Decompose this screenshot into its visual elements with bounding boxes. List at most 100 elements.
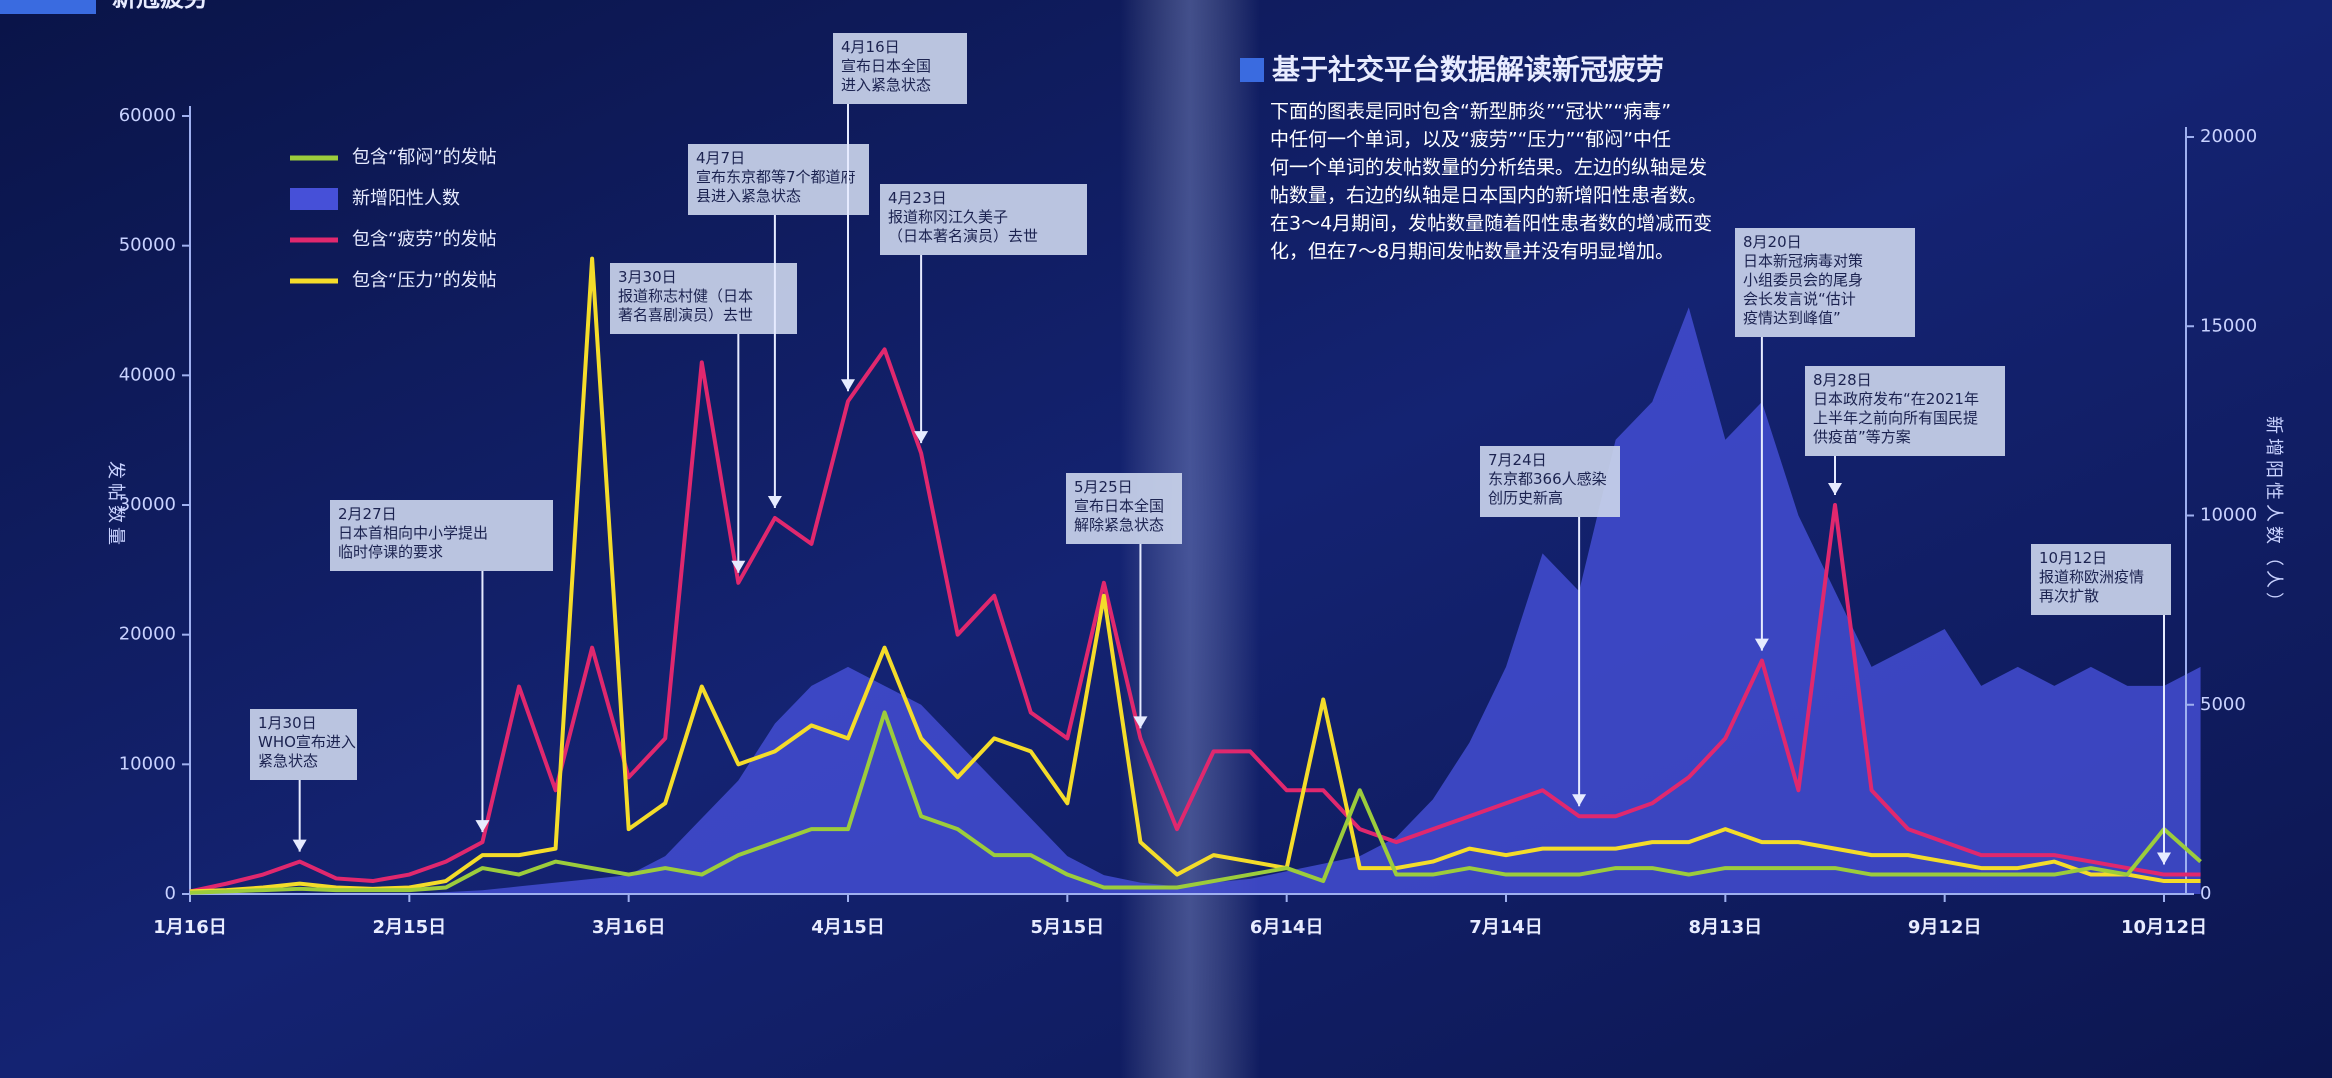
annotation-text: 东京都366人感染 [1488,470,1607,488]
annotation-box [1805,366,2005,456]
annotation-text: 解除紧急状态 [1074,516,1164,534]
x-tick-label: 9月12日 [1908,917,1982,938]
line [189,710,2202,895]
x-tick-label: 3月16日 [592,917,666,938]
area [190,307,2201,894]
x-tick-label: 6月14日 [1250,917,1324,938]
annotation-text: 5月25日 [1074,478,1133,496]
legend-label: 包含“疲劳”的发帖 [352,229,497,250]
lines-layer [189,256,2202,895]
annotation-text: 8月20日 [1743,233,1802,251]
annotation-box [833,33,967,104]
legend-swatch [290,188,338,210]
annotation-box [1066,473,1182,544]
annotation-text: 日本政府发布“在2021年 [1813,390,1979,408]
legend-label: 包含“压力”的发帖 [352,270,497,291]
annotation-box [610,263,797,334]
annotation-text: 再次扩散 [2039,587,2099,605]
annotation-text: 4月16日 [841,38,900,56]
y2-tick-label: 0 [2200,883,2211,904]
annotation-text: 4月23日 [888,189,947,207]
annotation-arrowhead [2157,852,2171,865]
x-tick-label: 5月15日 [1031,917,1105,938]
x-tick-label: 8月13日 [1689,917,1763,938]
description: 下面的图表是同时包含“新型肺炎”“冠状”“病毒” 中任何一个单词，以及“疲劳”“压… [1270,101,1712,263]
section-marker [0,0,96,14]
annotation-arrowhead [475,820,490,833]
description-line: 帖数量，右边的纵轴是日本国内的新增阳性患者数。 [1270,185,1707,207]
x-tick-label: 10月12日 [2121,917,2207,938]
annotation-box [1735,228,1915,337]
x-tick-label: 1月16日 [153,917,227,938]
annotation-text: 3月30日 [618,268,677,286]
annotation-arrowhead [841,379,855,392]
y-tick-label: 30000 [119,494,176,515]
annotation-text: 著名喜剧演员）去世 [618,306,753,324]
title-marker [1240,58,1264,82]
annotation-text: 日本新冠病毒对策 [1743,252,1863,270]
annotation-arrowhead [767,495,782,508]
annotation-arrowhead [731,560,746,573]
annotation-text: （日本著名演员）去世 [888,227,1038,245]
y2-tick-label: 10000 [2200,505,2257,526]
annotation-arrowhead [1133,716,1148,729]
description-line: 在3～4月期间，发帖数量随着阳性患者数的增减而变 [1270,213,1712,235]
y-tick-label: 20000 [119,624,176,645]
annotation-text: 宣布日本全国 [1074,497,1164,515]
annotation-box [250,709,357,780]
annotation-text: 创历史新高 [1488,489,1563,507]
annotation-text: 会长发言说“估计 [1743,290,1856,308]
description-line: 中任何一个单词，以及“疲劳”“压力”“郁闷”中任 [1270,129,1671,151]
annotation-text: 7月24日 [1488,451,1547,469]
axes-layer: 0 10000 20000 30000 40000 50000 60000 0 5000 1000… [119,105,2258,938]
x-tick-label: 4月15日 [811,917,885,938]
section-label: 新冠疲劳 [112,0,208,12]
legend-label: 新增阳性人数 [352,188,460,209]
annotation-text: 报道称志村健（日本 [618,287,753,305]
y-tick-label: 60000 [119,105,176,126]
annotation-text: 宣布日本全国 [841,57,931,75]
y2-tick-label: 15000 [2200,315,2257,336]
annotation-text: 上半年之前向所有国民提 [1813,409,1978,427]
annotation-text: 8月28日 [1813,371,1872,389]
y-tick-label: 40000 [119,364,176,385]
annotation-arrowhead [1754,638,1769,651]
annotation-text: 宣布东京都等7个都道府 [696,168,856,186]
description-line: 何一个单词的发帖数量的分析结果。左边的纵轴是发 [1270,157,1707,179]
y2-tick-label: 5000 [2200,694,2246,715]
annotation-text: 报道称欧洲疫情 [2039,568,2144,586]
y-tick-label: 10000 [119,753,176,774]
description-line: 下面的图表是同时包含“新型肺炎”“冠状”“病毒” [1270,101,1671,123]
annotation-text: 供疫苗”等方案 [1813,428,1911,446]
x-tick-label: 7月14日 [1469,917,1543,938]
y-tick-label: 50000 [119,235,176,256]
y2-axis-label: 新增阳性人数（人） [2263,416,2284,614]
y2-tick-label: 20000 [2200,126,2257,147]
annotation-box [330,500,553,571]
annotation-text: 1月30日 [258,714,317,732]
annotation-box [880,184,1087,255]
annotation-box [2031,544,2171,615]
annotation-text: WHO宣布进入 [258,733,356,751]
line [189,347,2201,894]
annotation-box [688,144,869,215]
area-layer [190,307,2201,894]
y-axis-label: 发帖数量 [105,461,126,549]
annotation-text: 日本首相向中小学提出 [338,524,488,542]
y-tick-label: 0 [165,883,176,904]
annotation-arrowhead [292,839,307,852]
description-line: 化，但在7～8月期间发帖数量并没有明显增加。 [1270,241,1674,263]
x-tick-label: 2月15日 [373,917,447,938]
annotation-box [1480,446,1620,517]
annotation-text: 紧急状态 [258,752,318,770]
annotation-text: 进入紧急状态 [841,76,931,94]
annotation-text: 临时停课的要求 [338,543,443,561]
annotation-arrowhead [1828,483,1842,495]
annotation-text: 报道称冈江久美子 [888,208,1008,226]
annotation-text: 4月7日 [696,149,745,167]
annotation-arrowhead [1572,794,1587,807]
chart-title: 基于社交平台数据解读新冠疲劳 [1272,53,1664,86]
